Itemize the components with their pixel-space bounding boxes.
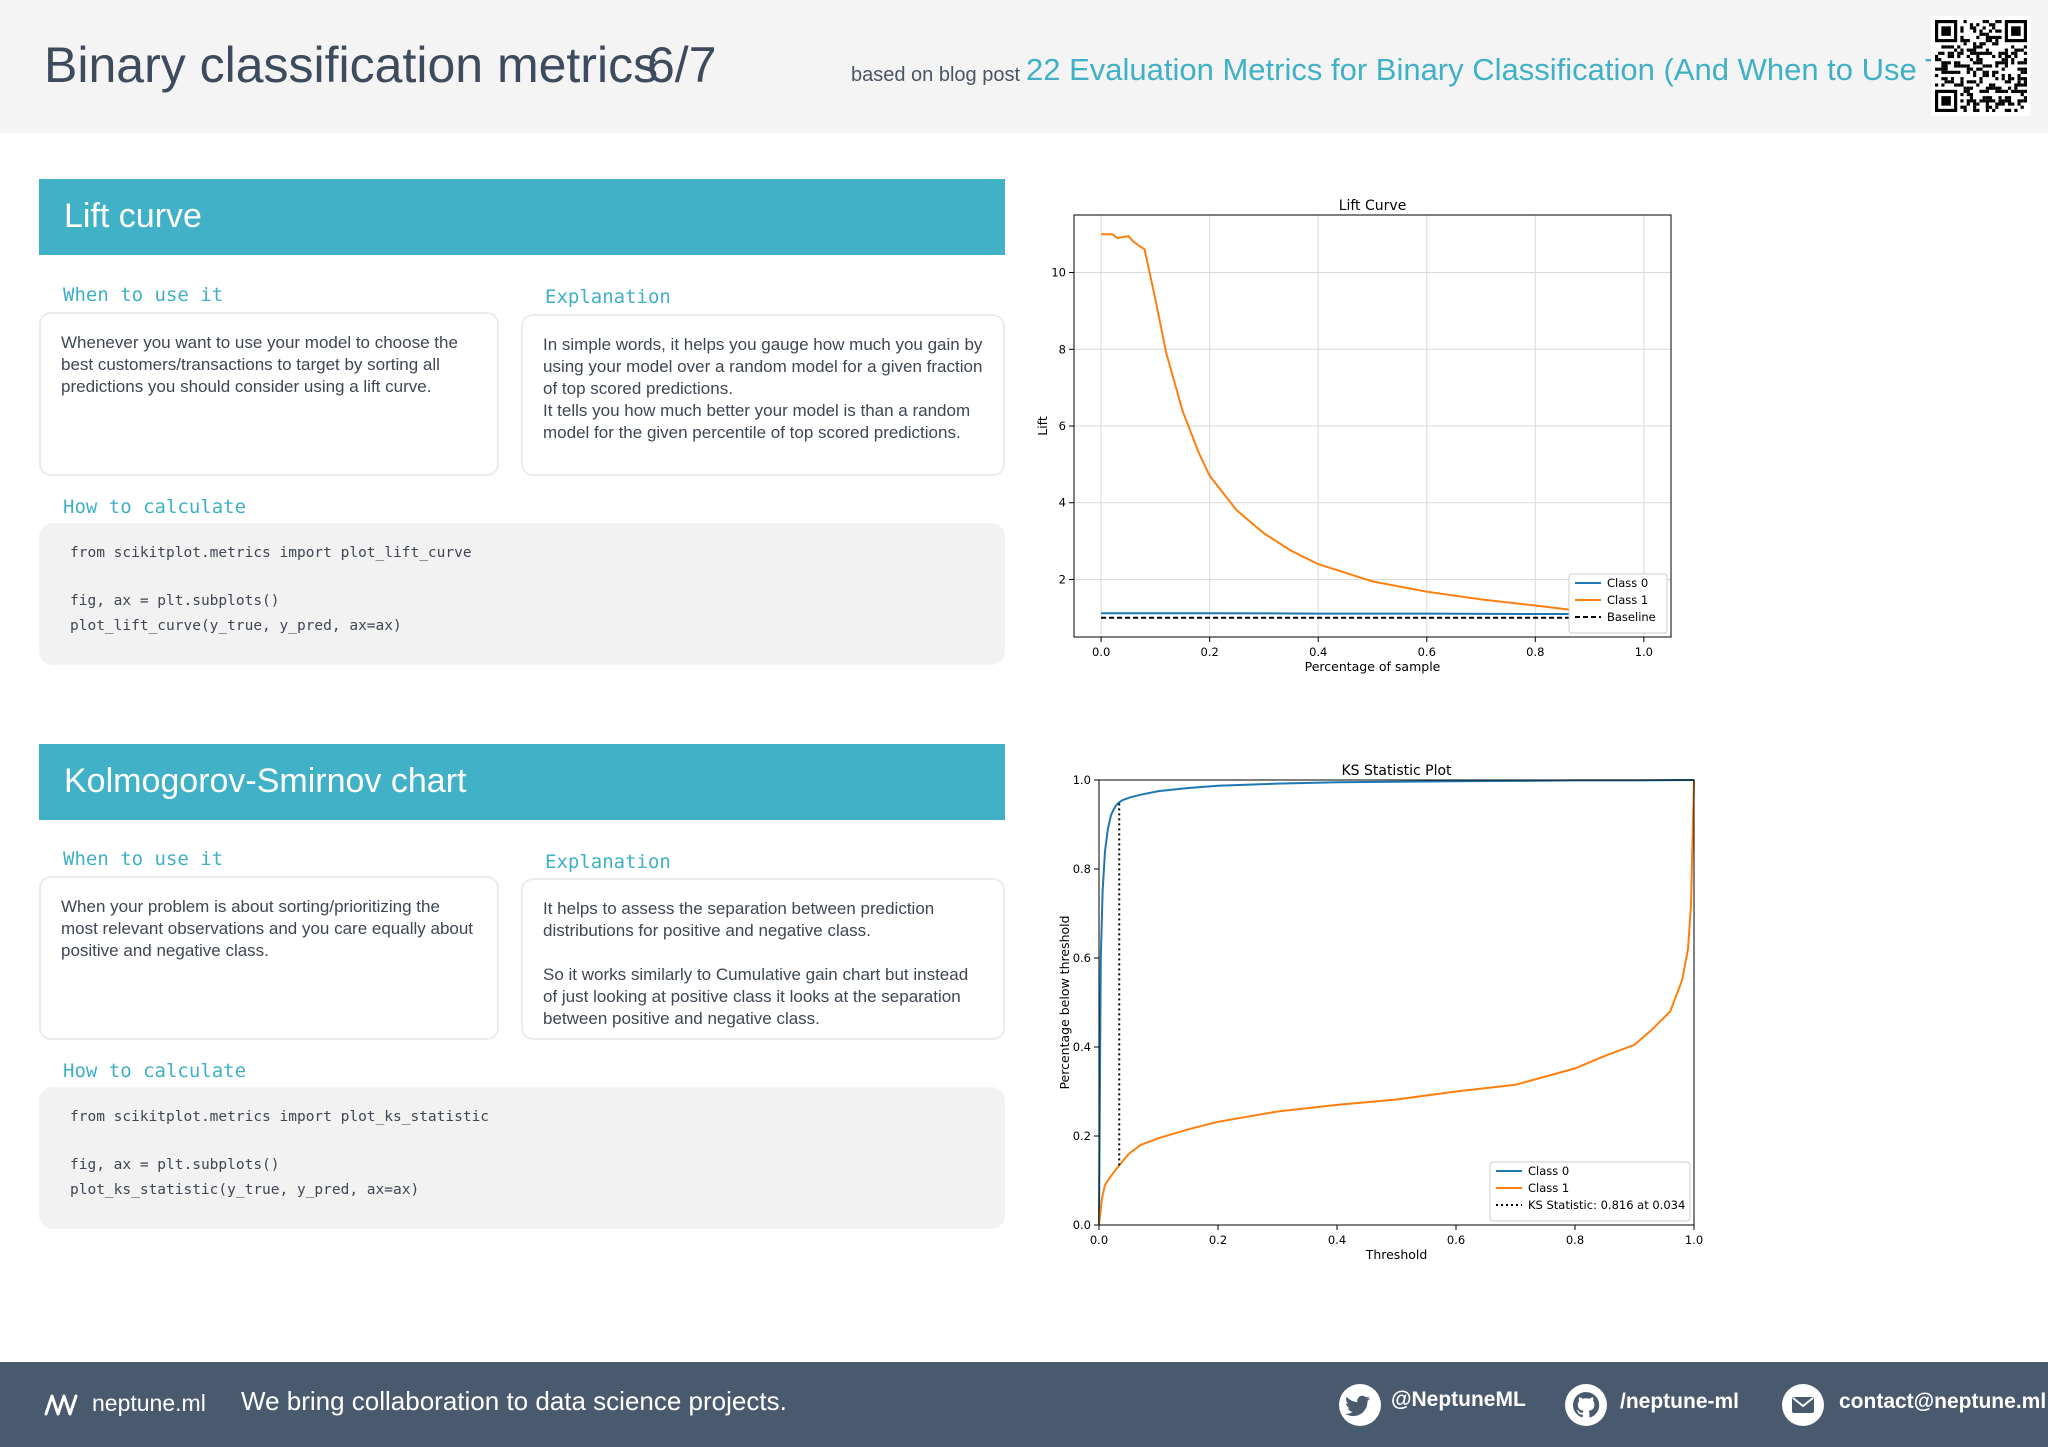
y-tick-label: 4	[1059, 496, 1066, 510]
when-to-use-heading: When to use it	[63, 284, 224, 306]
code-block: from scikitplot.metrics import plot_lift…	[39, 523, 1005, 665]
y-tick-label: 0.6	[1073, 951, 1091, 965]
legend-label: Class 0	[1528, 1164, 1569, 1178]
explanation-heading: Explanation	[545, 851, 671, 873]
ks-chart-section-header: Kolmogorov-Smirnov chart	[39, 744, 1005, 820]
footer-tagline: We bring collaboration to data science p…	[241, 1386, 787, 1416]
y-tick-label: 1.0	[1073, 773, 1091, 787]
series-line	[1098, 779, 1695, 1226]
series-line	[1101, 612, 1644, 615]
x-tick-label: 0.2	[1209, 1233, 1227, 1247]
y-tick-label: 8	[1059, 342, 1066, 356]
page-title: Binary classification metrics	[44, 37, 659, 93]
legend-label: KS Statistic: 0.816 at 0.034	[1528, 1198, 1685, 1212]
how-to-calculate-heading: How to calculate	[63, 496, 247, 518]
y-axis-label: Lift	[1035, 416, 1050, 436]
ks-statistic-chart: 0.0 0.2 0.4 0.6 0.8 1.0 0.0 0.2 0.4 0.6 0.8 1.0 KS S…	[1057, 763, 1703, 1262]
code-line: plot_ks_statistic(y_true, y_pred, ax=ax)	[70, 1182, 420, 1198]
explanation-text-1: It helps to assess the separation betwee…	[543, 899, 935, 940]
x-axis-label: Threshold	[1365, 1247, 1428, 1262]
neptune-logo-icon	[44, 1394, 78, 1416]
explanation-card: In simple words, it helps you gauge how …	[521, 314, 1005, 476]
legend-label: Class 1	[1528, 1181, 1569, 1195]
when-to-use-card: Whenever you want to use your model to c…	[39, 312, 499, 476]
when-to-use-heading: When to use it	[63, 848, 224, 870]
section-title: Lift curve	[64, 197, 202, 235]
legend-box	[1568, 573, 1668, 634]
x-tick-label: 1.0	[1635, 645, 1653, 659]
code-block: from scikitplot.metrics import plot_ks_s…	[39, 1087, 1005, 1229]
series-line	[1098, 779, 1695, 1226]
when-to-use-text: Whenever you want to use your model to c…	[61, 333, 458, 396]
twitter-handle[interactable]: @NeptuneML	[1391, 1388, 1526, 1411]
plot-frame	[1073, 214, 1672, 638]
x-tick-label: 0.6	[1447, 1233, 1465, 1247]
y-tick-label: 0.2	[1073, 1129, 1091, 1143]
legend-label: Baseline	[1607, 610, 1656, 624]
section-title: Kolmogorov-Smirnov chart	[64, 762, 467, 800]
contact-email[interactable]: contact@neptune.ml	[1839, 1390, 2047, 1413]
legend-label: Class 0	[1607, 576, 1648, 590]
lift-curve-chart: 0.0 0.2 0.4 0.6 0.8 1.0 2 4 6 8 10 Lift Curve Percen…	[1035, 198, 1672, 674]
plot-frame	[1098, 779, 1695, 1226]
code-line: fig, ax = plt.subplots()	[70, 1157, 280, 1173]
github-icon[interactable]	[1565, 1384, 1607, 1426]
code-line: from scikitplot.metrics import plot_ks_s…	[70, 1109, 490, 1125]
x-tick-label: 0.4	[1328, 1233, 1346, 1247]
lift-curve-section-header: Lift curve	[39, 179, 1005, 255]
code-line: from scikitplot.metrics import plot_lift…	[70, 545, 472, 561]
footer: neptune.ml We bring collaboration to dat…	[0, 1362, 2048, 1447]
y-tick-label: 2	[1059, 572, 1066, 586]
blog-post-link[interactable]: 22 Evaluation Metrics for Binary Classif…	[1026, 52, 2015, 87]
code-line: plot_lift_curve(y_true, y_pred, ax=ax)	[70, 618, 402, 634]
x-tick-label: 0.8	[1566, 1233, 1584, 1247]
mail-icon[interactable]	[1782, 1384, 1824, 1426]
y-tick-label: 6	[1059, 419, 1066, 433]
header: Binary classification metrics 6/7 based …	[0, 0, 2048, 133]
x-tick-label: 0.0	[1090, 1233, 1108, 1247]
how-to-calculate-heading: How to calculate	[63, 1060, 247, 1082]
series-line	[1101, 233, 1645, 619]
x-tick-label: 0.6	[1418, 645, 1436, 659]
github-handle[interactable]: /neptune-ml	[1620, 1390, 1739, 1413]
x-axis-label: Percentage of sample	[1305, 659, 1441, 674]
footer-logo: neptune.ml	[92, 1390, 206, 1416]
explanation-card: It helps to assess the separation betwee…	[521, 878, 1005, 1040]
explanation-text-2: It tells you how much better your model …	[543, 401, 971, 442]
x-tick-label: 1.0	[1685, 1233, 1703, 1247]
x-tick-label: 0.4	[1309, 645, 1327, 659]
y-axis-label: Percentage below threshold	[1057, 915, 1072, 1089]
x-tick-label: 0.8	[1526, 645, 1544, 659]
when-to-use-text: When your problem is about sorting/prior…	[61, 897, 474, 960]
chart-title: Lift Curve	[1339, 198, 1407, 214]
y-tick-label: 0.0	[1073, 1218, 1091, 1232]
chart-title: KS Statistic Plot	[1341, 763, 1452, 779]
twitter-icon[interactable]	[1339, 1384, 1381, 1426]
x-tick-label: 0.2	[1201, 645, 1219, 659]
y-tick-label: 0.4	[1073, 1040, 1091, 1054]
explanation-heading: Explanation	[545, 286, 671, 308]
based-on-label: based on blog post	[851, 64, 1021, 86]
page-number: 6/7	[647, 37, 717, 93]
when-to-use-card: When your problem is about sorting/prior…	[39, 876, 499, 1040]
x-tick-label: 0.0	[1092, 645, 1110, 659]
legend-box	[1489, 1161, 1691, 1222]
code-line: fig, ax = plt.subplots()	[70, 593, 280, 609]
legend-label: Class 1	[1607, 593, 1648, 607]
y-tick-label: 10	[1051, 266, 1066, 280]
qr-code-icon	[1931, 16, 2031, 116]
explanation-text-1: In simple words, it helps you gauge how …	[543, 335, 983, 398]
y-tick-label: 0.8	[1073, 862, 1091, 876]
explanation-text-2: So it works similarly to Cumulative gain…	[543, 965, 969, 1028]
